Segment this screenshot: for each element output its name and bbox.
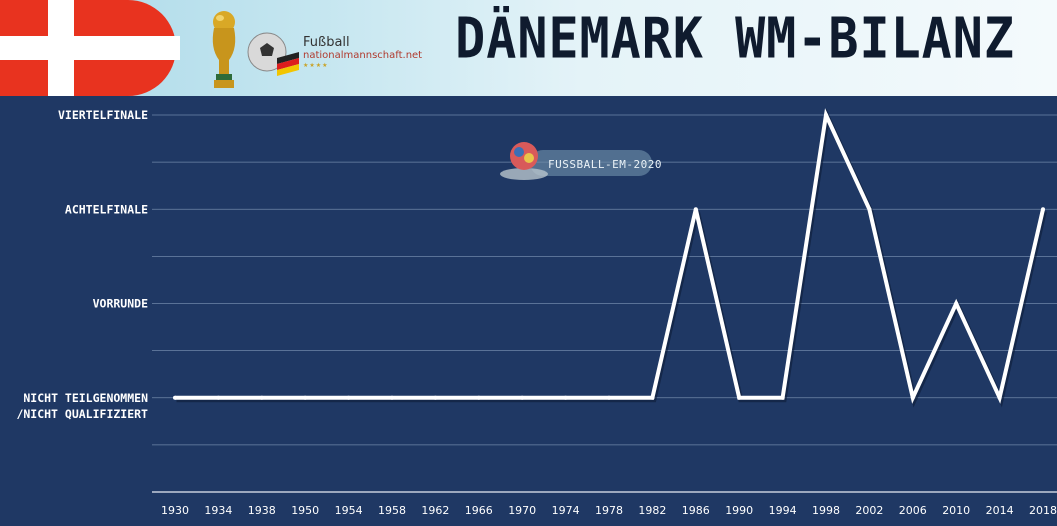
- data-point: [910, 395, 915, 400]
- x-tick-label: 2014: [986, 504, 1014, 517]
- data-point: [1041, 207, 1045, 212]
- data-point: [259, 395, 264, 400]
- x-tick-label: 1958: [378, 504, 406, 517]
- x-tick-label: 1978: [595, 504, 623, 517]
- data-point: [433, 395, 438, 400]
- y-tick-label: /NICHT QUALIFIZIERT: [16, 407, 148, 421]
- denmark-flag-icon: [0, 0, 180, 96]
- brand-logo: Fußball nationalmannschaft.net ★★★★: [303, 36, 422, 69]
- world-cup-record-chart: NICHT TEILGENOMMEN/NICHT QUALIFIZIERT VOR…: [16, 108, 1057, 517]
- brand-name: Fußball: [303, 35, 350, 50]
- data-point: [173, 395, 177, 400]
- header-banner: Fußball nationalmannschaft.net ★★★★ DÄNE…: [0, 0, 1057, 96]
- data-point: [954, 301, 959, 306]
- x-tick-label: 1994: [769, 504, 797, 517]
- y-tick-label: NICHT TEILGENOMMEN: [23, 391, 148, 405]
- data-point: [346, 395, 351, 400]
- data-point: [824, 113, 828, 117]
- x-tick-label: 1934: [204, 504, 232, 517]
- fussball-em-logo-icon: [500, 142, 652, 180]
- data-points: [173, 113, 1045, 400]
- data-point: [216, 395, 221, 400]
- x-tick-label: 1938: [248, 504, 276, 517]
- x-tick-label: 2010: [942, 504, 970, 517]
- x-tick-label: 1930: [161, 504, 189, 517]
- x-tick-label: 1998: [812, 504, 840, 517]
- x-tick-label: 1982: [638, 504, 666, 517]
- watermark-label: FUSSBALL-EM-2020: [548, 158, 662, 171]
- x-axis-labels: 1930 1934 1938 1950 1954 1958 1962 1966 1970 1974…: [161, 504, 1057, 517]
- data-point: [997, 395, 1002, 400]
- data-point: [563, 395, 568, 400]
- data-point: [476, 395, 481, 400]
- y-axis-labels: NICHT TEILGENOMMEN/NICHT QUALIFIZIERT VOR…: [16, 108, 148, 421]
- x-tick-label: 2006: [899, 504, 927, 517]
- data-point: [737, 395, 742, 400]
- football-logo-icon: [247, 32, 299, 76]
- x-tick-label: 1970: [508, 504, 536, 517]
- x-tick-label: 2002: [855, 504, 883, 517]
- world-cup-trophy-icon: [212, 11, 236, 88]
- data-point: [520, 395, 525, 400]
- data-point: [607, 395, 611, 400]
- data-point: [650, 395, 655, 400]
- chart-gridlines: [152, 114, 1057, 493]
- y-tick-label: ACHTELFINALE: [65, 202, 148, 216]
- x-tick-label: 1974: [552, 504, 580, 517]
- y-tick-label: VORRUNDE: [93, 297, 148, 311]
- brand-stars-icon: ★★★★: [303, 62, 329, 69]
- y-tick-label: VIERTELFINALE: [58, 108, 148, 122]
- page-title: DÄNEMARK WM-BILANZ: [455, 6, 1015, 71]
- data-point: [693, 207, 698, 212]
- x-tick-label: 1986: [682, 504, 710, 517]
- x-tick-label: 1950: [291, 504, 319, 517]
- x-tick-label: 1962: [421, 504, 449, 517]
- data-point: [390, 395, 394, 400]
- data-point: [867, 207, 872, 212]
- data-point: [780, 395, 785, 400]
- x-tick-label: 2018: [1029, 504, 1057, 517]
- brand-domain: nationalmannschaft.net: [303, 50, 423, 61]
- x-tick-label: 1966: [465, 504, 493, 517]
- data-point: [303, 395, 308, 400]
- x-tick-label: 1990: [725, 504, 753, 517]
- x-tick-label: 1954: [335, 504, 363, 517]
